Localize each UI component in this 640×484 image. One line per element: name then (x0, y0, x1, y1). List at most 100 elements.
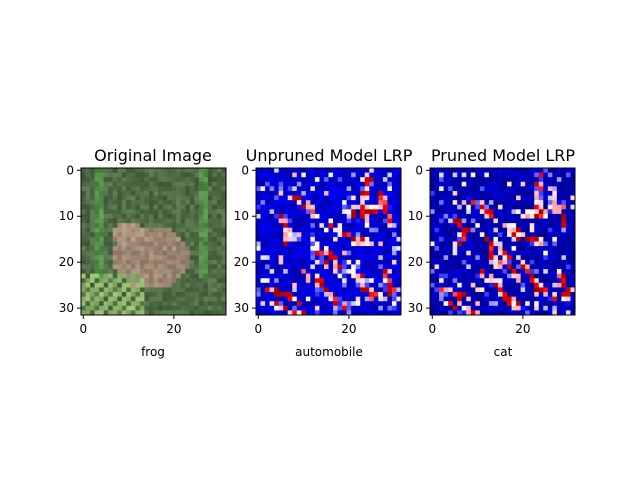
heatmap-cell (256, 236, 261, 242)
heatmap-cell (130, 218, 136, 224)
heatmap-cell (323, 195, 329, 201)
heatmap-cell (167, 181, 173, 187)
heatmap-cell (85, 218, 91, 224)
heatmap-cell (153, 190, 159, 196)
heatmap-cell (391, 177, 397, 183)
heatmap-cell (162, 213, 168, 219)
heatmap-cell (103, 236, 109, 242)
heatmap-cell (256, 250, 261, 256)
heatmap-cell (443, 255, 449, 261)
heatmap-cell (126, 181, 132, 187)
heatmap-cell (443, 204, 449, 210)
heatmap-cell (439, 301, 444, 307)
heatmap-cell (333, 310, 338, 316)
heatmap-cell (461, 301, 467, 307)
heatmap-cell (529, 213, 535, 219)
heatmap-cell (176, 204, 182, 210)
heatmap-cell (534, 301, 540, 307)
heatmap-cell (198, 287, 204, 293)
heatmap-cell (520, 209, 526, 215)
heatmap-cell (108, 292, 114, 298)
heatmap-cell (283, 168, 289, 173)
heatmap-cell (176, 287, 182, 293)
heatmap-cell (378, 223, 384, 229)
heatmap-cell (283, 181, 289, 187)
heatmap-cell (466, 190, 472, 196)
heatmap-cell (360, 213, 366, 219)
heatmap-cell (552, 287, 558, 293)
heatmap-cell (212, 292, 218, 298)
heatmap-cell (516, 186, 522, 192)
heatmap-cell (328, 223, 334, 229)
heatmap-cell (351, 287, 357, 293)
heatmap-cell (296, 255, 302, 261)
heatmap-cell (323, 209, 329, 215)
heatmap-cell (493, 172, 499, 178)
heatmap-cell (391, 305, 397, 311)
heatmap-cell (203, 168, 209, 173)
heatmap-cell (85, 241, 91, 247)
heatmap-cell (292, 195, 298, 201)
heatmap-cell (194, 190, 200, 196)
heatmap-cell (382, 218, 388, 224)
heatmap-cell (443, 246, 449, 252)
heatmap-cell (570, 195, 576, 201)
heatmap-cell (351, 246, 357, 252)
heatmap-cell (135, 250, 141, 256)
heatmap-cell (310, 213, 316, 219)
heatmap-cell (108, 172, 114, 178)
heatmap-cell (203, 269, 209, 275)
heatmap-cell (99, 255, 105, 261)
heatmap-cell (310, 204, 316, 210)
heatmap-cell (265, 218, 270, 224)
heatmap-cell (153, 209, 159, 215)
heatmap-cell (475, 236, 481, 242)
heatmap-cell (547, 200, 553, 206)
heatmap-cell (323, 301, 329, 307)
heatmap-cell (198, 190, 204, 196)
heatmap-cell (570, 204, 576, 210)
heatmap-cell (552, 223, 558, 229)
heatmap-cell (475, 190, 481, 196)
heatmap-cell (90, 269, 95, 275)
heatmap-cell (296, 209, 302, 215)
heatmap-cell (301, 241, 307, 247)
heatmap-cell (81, 200, 86, 206)
heatmap-cell (565, 232, 571, 238)
heatmap-cell (351, 172, 357, 178)
heatmap-cell (538, 282, 544, 288)
heatmap-cell (488, 273, 494, 279)
heatmap-cell (484, 218, 490, 224)
heatmap-cell (556, 278, 562, 284)
heatmap-cell (148, 223, 154, 229)
heatmap-cell (221, 259, 227, 265)
heatmap-cell (570, 278, 576, 284)
panel-title: Pruned Model LRP (431, 146, 575, 165)
heatmap-cell (81, 273, 86, 279)
heatmap-cell (278, 250, 284, 256)
heatmap-cell (130, 213, 136, 219)
heatmap-cell (346, 181, 352, 187)
heatmap-cell (189, 209, 195, 215)
heatmap-cell (130, 287, 136, 293)
heatmap-cell (153, 236, 159, 242)
heatmap-cell (502, 195, 508, 201)
heatmap-cell (319, 282, 325, 288)
heatmap-cell (144, 278, 150, 284)
heatmap-cell (552, 195, 558, 201)
heatmap-cell (475, 310, 481, 316)
heatmap-cell (556, 186, 562, 192)
heatmap-cell (274, 181, 280, 187)
heatmap-cell (552, 186, 558, 192)
heatmap-cell (212, 209, 218, 215)
heatmap-cell (283, 282, 289, 288)
heatmap-cell (497, 310, 503, 316)
heatmap-cell (207, 296, 213, 302)
heatmap-cell (117, 305, 123, 311)
heatmap-cell (552, 292, 558, 298)
heatmap-cell (488, 223, 494, 229)
heatmap-cell (278, 177, 284, 183)
heatmap-cell (461, 250, 467, 256)
heatmap-cell (81, 168, 86, 173)
